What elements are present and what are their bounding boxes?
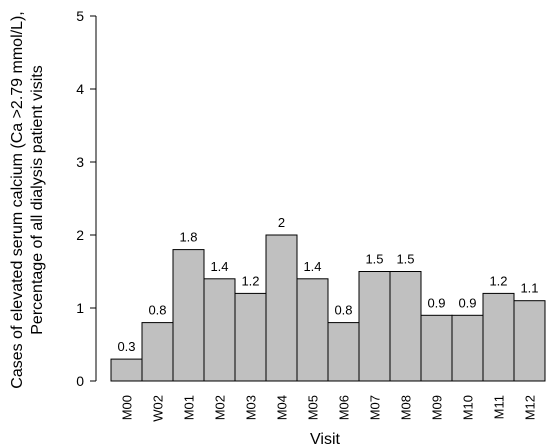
- y-tick-label: 4: [76, 81, 84, 97]
- y-axis-title-line-1: Cases of elevated serum calcium (Ca >2.7…: [9, 11, 26, 388]
- x-tick-label: M09: [430, 395, 445, 420]
- x-tick-label: M10: [461, 395, 476, 420]
- data-label: 1.2: [241, 273, 259, 288]
- y-tick-label: 1: [76, 300, 84, 316]
- data-label: 1.8: [179, 230, 197, 245]
- bar: [203, 278, 236, 382]
- x-tick-label: M12: [523, 395, 538, 420]
- data-label: 0.9: [458, 295, 476, 310]
- bar: [513, 300, 546, 382]
- x-tick-label: M11: [492, 395, 507, 419]
- y-tick-label: 2: [76, 227, 84, 243]
- data-label: 1.5: [396, 252, 414, 267]
- bar: [358, 271, 391, 382]
- data-label: 0.9: [427, 295, 445, 310]
- plot-area: 0 1 2 3 4 5 0.3 M00 0.8 W02 1.8 M01 1.4 M02 1.2 M03 2 M04…: [76, 8, 546, 422]
- x-tick-label: M07: [368, 395, 383, 420]
- x-tick-label: M06: [337, 395, 352, 420]
- data-label: 1.1: [520, 281, 538, 296]
- bar: [389, 271, 422, 382]
- x-tick-label: M04: [275, 395, 290, 420]
- x-tick-label: M00: [120, 395, 135, 420]
- data-label: 1.5: [365, 252, 383, 267]
- bar: [110, 358, 143, 382]
- bar: [420, 314, 453, 382]
- bar: [234, 292, 267, 382]
- y-axis-title-line-2: Percentage of all dialysis patient visit…: [29, 65, 46, 334]
- data-label: 0.8: [148, 303, 166, 318]
- y-axis-title: Cases of elevated serum calcium (Ca >2.7…: [9, 11, 46, 388]
- bar: [141, 322, 174, 382]
- data-label: 0.8: [334, 303, 352, 318]
- data-label: 0.3: [117, 339, 135, 354]
- bar: [172, 249, 205, 382]
- bar: [482, 292, 515, 382]
- data-label: 1.2: [489, 273, 507, 288]
- data-label: 2: [278, 215, 285, 230]
- x-tick-label: M01: [182, 395, 197, 420]
- x-tick-label: W02: [151, 395, 166, 422]
- bar: [327, 322, 360, 382]
- y-tick-label: 0: [76, 373, 84, 389]
- data-label: 1.4: [210, 259, 228, 274]
- y-tick-label: 3: [76, 154, 84, 170]
- x-tick-label: M08: [399, 395, 414, 420]
- x-tick-label: M03: [244, 395, 259, 420]
- y-tick-label: 5: [76, 8, 84, 24]
- x-tick-label: M02: [213, 395, 228, 420]
- bar: [451, 314, 484, 382]
- data-label: 1.4: [303, 259, 321, 274]
- x-tick-label: M05: [306, 395, 321, 420]
- x-axis-title: Visit: [310, 431, 340, 448]
- bar: [296, 278, 329, 382]
- bar: [265, 234, 298, 382]
